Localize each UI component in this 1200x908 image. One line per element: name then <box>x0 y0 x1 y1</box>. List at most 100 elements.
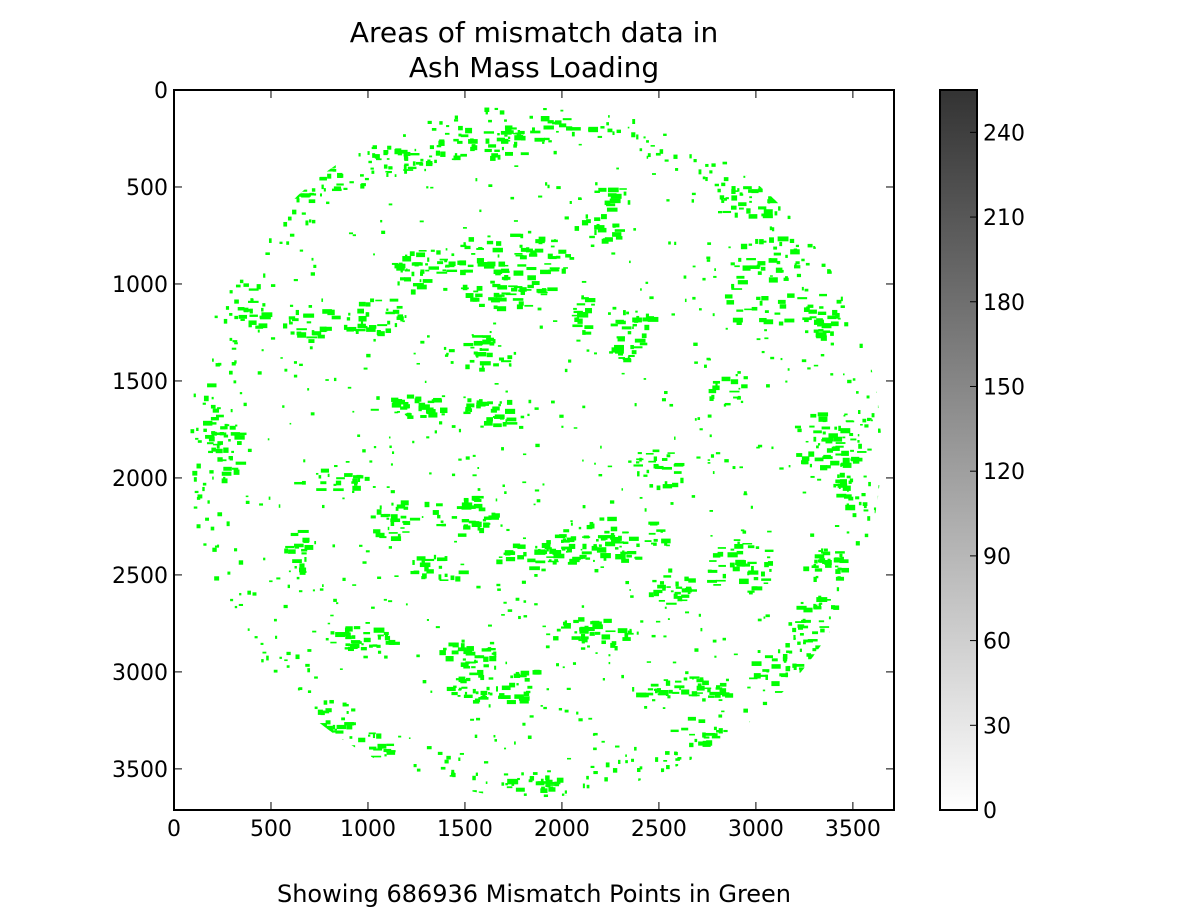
mismatch-speck <box>357 308 364 314</box>
x-tick-label: 3500 <box>825 817 881 842</box>
mismatch-speck <box>418 405 422 412</box>
mismatch-speck <box>608 654 611 657</box>
mismatch-speck <box>813 430 822 434</box>
mismatch-speck <box>446 686 456 692</box>
mismatch-speck <box>636 458 644 461</box>
mismatch-speck <box>581 551 592 555</box>
mismatch-speck <box>391 451 395 455</box>
mismatch-speck <box>817 324 822 327</box>
mismatch-speck <box>711 394 715 400</box>
mismatch-speck <box>402 320 405 323</box>
mismatch-speck <box>655 757 659 762</box>
mismatch-speck <box>488 704 491 708</box>
mismatch-speck <box>413 262 422 265</box>
mismatch-speck <box>743 491 747 494</box>
mismatch-speck <box>487 624 492 627</box>
mismatch-speck <box>495 269 501 276</box>
mismatch-speck <box>707 242 712 245</box>
mismatch-speck <box>342 702 347 707</box>
mismatch-speck <box>506 528 510 532</box>
mismatch-speck <box>494 739 498 742</box>
mismatch-speck <box>573 619 579 624</box>
mismatch-speck <box>749 677 758 680</box>
mismatch-speck <box>718 699 723 702</box>
mismatch-speck <box>229 425 236 430</box>
mismatch-speck <box>817 443 821 446</box>
mismatch-speck <box>653 542 657 546</box>
mismatch-speck <box>522 481 527 484</box>
mismatch-speck <box>608 115 610 118</box>
mismatch-speck <box>747 590 755 593</box>
mismatch-speck <box>390 490 395 494</box>
mismatch-speck <box>570 520 573 523</box>
mismatch-speck <box>702 176 706 180</box>
mismatch-speck <box>211 431 217 436</box>
mismatch-speck <box>757 188 763 193</box>
mismatch-speck <box>415 161 423 165</box>
mismatch-speck <box>828 616 831 620</box>
mismatch-speck <box>453 685 457 689</box>
mismatch-speck <box>573 307 577 310</box>
mismatch-speck <box>674 591 681 595</box>
mismatch-speck <box>622 637 631 641</box>
mismatch-speck <box>712 313 715 317</box>
mismatch-speck <box>590 765 595 769</box>
mismatch-speck <box>230 408 233 413</box>
mismatch-speck <box>681 727 689 731</box>
mismatch-speck <box>799 648 802 652</box>
colorbar-tick-label: 0 <box>983 799 997 824</box>
mismatch-speck <box>351 708 356 712</box>
mismatch-speck <box>307 649 312 652</box>
mismatch-speck <box>396 316 404 320</box>
mismatch-speck <box>842 457 850 464</box>
mismatch-speck <box>581 220 589 226</box>
mismatch-speck <box>559 414 564 418</box>
mismatch-speck <box>488 184 493 187</box>
mismatch-speck <box>664 606 667 609</box>
mismatch-speck <box>235 461 247 465</box>
mismatch-speck <box>479 361 491 366</box>
mismatch-speck <box>385 640 395 645</box>
mismatch-speck <box>346 725 353 730</box>
mismatch-speck <box>626 311 630 315</box>
mismatch-speck <box>425 161 433 167</box>
mismatch-speck <box>527 284 534 289</box>
mismatch-speck <box>485 781 488 784</box>
mismatch-speck <box>857 434 860 437</box>
mismatch-speck <box>214 576 220 581</box>
mismatch-speck <box>243 402 247 407</box>
mismatch-speck <box>691 676 694 680</box>
mismatch-speck <box>314 540 317 545</box>
mismatch-speck <box>578 143 582 146</box>
mismatch-speck <box>548 559 552 562</box>
mismatch-speck <box>808 309 817 314</box>
mismatch-speck <box>777 649 781 654</box>
mismatch-speck <box>289 304 294 307</box>
mismatch-speck <box>844 413 848 416</box>
mismatch-speck <box>603 618 612 623</box>
mismatch-speck <box>523 551 527 557</box>
mismatch-speck <box>675 751 678 756</box>
mismatch-speck <box>652 449 660 453</box>
mismatch-speck <box>806 653 811 657</box>
mismatch-speck <box>482 518 487 522</box>
mismatch-speck <box>306 321 312 324</box>
mismatch-speck <box>569 558 580 563</box>
mismatch-speck <box>873 507 877 510</box>
mismatch-speck <box>645 692 654 696</box>
mismatch-speck <box>532 772 538 775</box>
mismatch-speck <box>534 603 538 606</box>
mismatch-speck <box>741 563 751 567</box>
mismatch-speck <box>234 342 238 345</box>
mismatch-speck <box>361 643 364 646</box>
mismatch-speck <box>526 248 533 253</box>
mismatch-speck <box>606 122 609 126</box>
mismatch-speck <box>397 150 403 156</box>
mismatch-speck <box>505 151 513 156</box>
mismatch-speck <box>833 483 837 488</box>
mismatch-speck <box>521 772 524 776</box>
mismatch-speck <box>539 325 543 329</box>
y-tick-label: 1000 <box>112 273 168 298</box>
mismatch-speck <box>815 332 827 338</box>
mismatch-speck <box>777 299 786 304</box>
